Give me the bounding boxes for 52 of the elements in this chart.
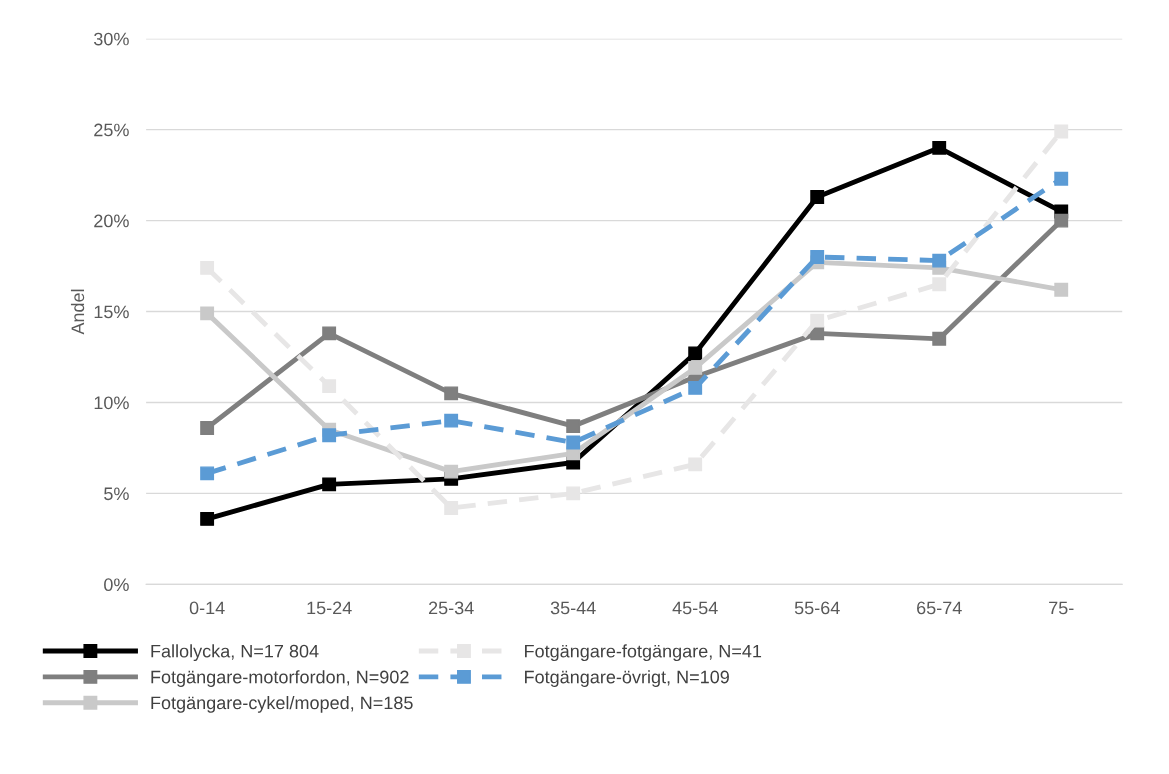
point bbox=[932, 140, 947, 155]
point bbox=[444, 413, 459, 428]
y-tick-label: 15% bbox=[94, 305, 129, 319]
point bbox=[1054, 124, 1069, 139]
point bbox=[688, 457, 703, 472]
point bbox=[932, 253, 947, 268]
point bbox=[322, 379, 337, 394]
y-axis-title: Andel bbox=[70, 289, 85, 335]
point bbox=[444, 501, 459, 515]
x-tick-label: 55-64 bbox=[794, 601, 840, 615]
point bbox=[200, 306, 215, 321]
point bbox=[444, 386, 459, 401]
x-tick-label: 45-54 bbox=[672, 601, 718, 615]
point bbox=[566, 419, 581, 434]
point bbox=[688, 346, 703, 361]
point bbox=[566, 486, 581, 501]
x-tick-label: 15-24 bbox=[307, 601, 352, 615]
legend-label: Fallolycka, N=17 804 bbox=[151, 644, 319, 662]
point bbox=[200, 466, 215, 481]
x-tick-label: 65-74 bbox=[917, 601, 962, 615]
point bbox=[200, 511, 215, 526]
y-tick-label: 25% bbox=[94, 123, 129, 137]
point bbox=[322, 326, 337, 341]
y-tick-label: 5% bbox=[104, 487, 129, 501]
x-tick-label: 35-44 bbox=[550, 601, 596, 615]
point bbox=[932, 331, 947, 346]
legend-label: Fotgängare-cykel/moped, N=185 bbox=[151, 695, 413, 713]
x-tick-label: 75- bbox=[1049, 601, 1074, 615]
point bbox=[688, 360, 703, 375]
y-tick-label: 30% bbox=[94, 32, 129, 46]
legend-label: Fotgängare-fotgängare, N=41 bbox=[525, 644, 762, 662]
x-tick-label: 25-34 bbox=[428, 601, 474, 615]
point bbox=[810, 189, 825, 204]
point bbox=[1054, 213, 1069, 228]
point bbox=[688, 380, 703, 395]
point bbox=[322, 477, 337, 492]
y-tick-label: 0% bbox=[104, 578, 129, 592]
point bbox=[200, 260, 215, 275]
point bbox=[1054, 282, 1069, 297]
y-tick-label: 20% bbox=[94, 214, 129, 228]
point bbox=[810, 313, 825, 328]
point bbox=[1054, 171, 1069, 186]
point bbox=[200, 420, 215, 435]
point bbox=[322, 428, 337, 443]
point bbox=[810, 250, 825, 264]
point bbox=[566, 435, 581, 450]
legend-label: Fotgängare-övrigt, N=109 bbox=[525, 670, 729, 687]
x-tick-label: 0-14 bbox=[189, 601, 225, 615]
legend-label: Fotgängare-motorfordon, N=902 bbox=[151, 670, 409, 687]
point bbox=[444, 464, 459, 479]
y-tick-label: 10% bbox=[94, 396, 129, 410]
point bbox=[932, 277, 947, 292]
